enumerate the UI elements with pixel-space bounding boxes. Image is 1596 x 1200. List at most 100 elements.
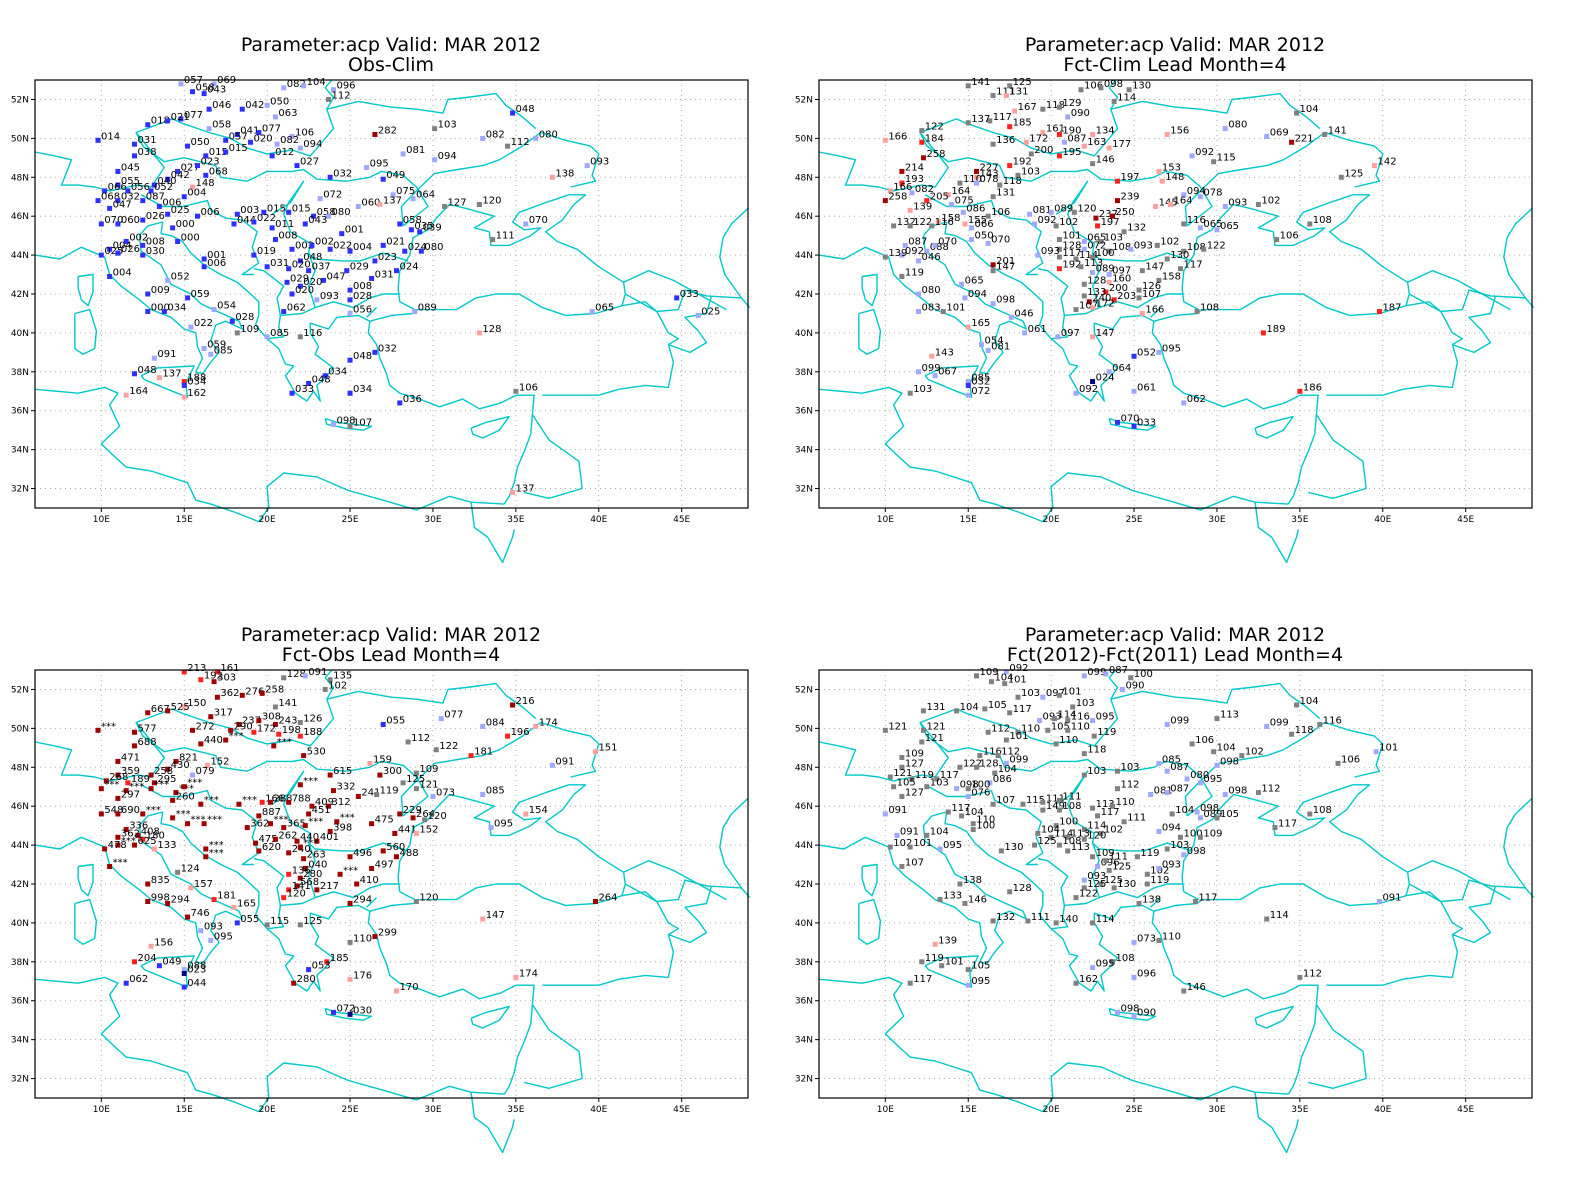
station-marker: [327, 677, 333, 683]
station-value-label: 060: [361, 197, 380, 208]
station-value-label: 146: [968, 894, 987, 905]
station-value-label: 117: [1278, 819, 1297, 830]
station-marker: [1090, 131, 1096, 137]
station-value-label: 106: [1195, 735, 1214, 746]
station-marker: [286, 850, 292, 856]
station-marker: [1106, 867, 1112, 873]
station-marker: [418, 248, 424, 254]
station-marker: [1091, 733, 1097, 739]
latitude-tick-label: 38N: [795, 958, 813, 968]
station-marker: [347, 939, 353, 945]
station-marker: [413, 899, 419, 905]
station-marker: [214, 669, 220, 675]
station-marker: [198, 741, 204, 747]
station-marker: [327, 174, 333, 180]
station-marker: [422, 817, 428, 823]
coastline-path: [397, 793, 542, 901]
station-marker: [151, 355, 157, 361]
station-value-label: 103: [913, 384, 932, 395]
station-value-label: 998: [151, 893, 170, 904]
longitude-tick-label: 20E: [1043, 515, 1060, 525]
station-marker: [1201, 246, 1207, 252]
station-value-label: 312: [331, 797, 350, 808]
station-marker: [480, 916, 486, 922]
latitude-tick-label: 46N: [795, 802, 813, 812]
station-value-label: 102: [1059, 217, 1078, 228]
station-value-label: 125: [1038, 836, 1057, 847]
station-marker: [1126, 87, 1132, 93]
station-value-label: 114: [1096, 914, 1115, 925]
station-value-label: 264: [598, 893, 617, 904]
station-marker: [1056, 807, 1062, 813]
station-value-label: 045: [121, 162, 140, 173]
station-marker: [899, 273, 905, 279]
station-value-label: 094: [1162, 822, 1181, 833]
station-marker: [907, 390, 913, 396]
station-value-label: 043: [308, 215, 327, 226]
station-marker: [891, 784, 897, 790]
coastline-path: [74, 308, 98, 355]
station-marker: [314, 887, 320, 893]
station-value-label: 560: [386, 842, 405, 853]
station-marker: [432, 157, 438, 163]
station-marker: [1156, 865, 1162, 871]
station-marker: [1081, 877, 1087, 883]
station-marker: [347, 357, 353, 363]
coastline-path: [135, 722, 429, 817]
station-marker: [1136, 295, 1142, 301]
station-marker: [181, 379, 187, 385]
station-marker: [314, 297, 320, 303]
station-value-label: 336: [129, 821, 148, 832]
station-value-label: 280: [303, 869, 322, 880]
station-marker: [330, 788, 336, 794]
station-marker: [1274, 237, 1280, 243]
station-value-label: 034: [167, 303, 186, 314]
station-marker: [1164, 721, 1170, 727]
station-marker: [115, 795, 121, 801]
station-value-label: 128: [482, 324, 501, 335]
station-value-label: 159: [373, 754, 392, 765]
station-value-label: 110: [976, 815, 995, 826]
station-value-label: 147: [1145, 262, 1164, 273]
coastline-path: [1108, 1007, 1157, 1021]
station-value-label: 101: [1009, 731, 1028, 742]
station-value-label: 409: [315, 797, 334, 808]
station-value-label: 022: [194, 318, 213, 329]
station-value-label: 110: [1021, 723, 1040, 734]
station-value-label: 109: [419, 764, 438, 775]
station-marker: [523, 221, 529, 227]
station-value-label: 081: [406, 145, 425, 156]
station-value-label: 192: [204, 671, 223, 682]
longitude-tick-label: 35E: [1291, 515, 1308, 525]
station-value-label: 148: [196, 178, 215, 189]
station-marker: [145, 291, 151, 297]
station-marker: [1214, 815, 1220, 821]
station-marker: [915, 369, 921, 375]
coastline-path: [74, 898, 98, 945]
station-value-label: 020: [303, 277, 322, 288]
station-value-label: 132: [996, 912, 1015, 923]
station-value-label: 084: [486, 717, 505, 728]
latitude-tick-label: 44N: [795, 251, 813, 261]
station-marker: [178, 116, 184, 122]
station-value-label: 091: [888, 805, 907, 816]
station-marker: [965, 83, 971, 89]
station-marker: [1297, 974, 1303, 980]
coastline-path: [1184, 721, 1384, 816]
station-value-label: 098: [1104, 79, 1123, 90]
station-marker: [899, 252, 905, 258]
station-value-label: 080: [921, 285, 940, 296]
coastline-path: [1184, 131, 1384, 226]
station-marker: [408, 227, 414, 233]
station-marker: [1294, 702, 1300, 708]
station-marker: [337, 871, 343, 877]
station-value-label: 128: [1062, 240, 1081, 251]
station-value-label: 044: [237, 215, 256, 226]
coastline-path: [77, 863, 94, 897]
station-marker: [281, 825, 287, 831]
station-marker: [1214, 762, 1220, 768]
station-marker: [297, 258, 303, 264]
station-marker: [115, 811, 121, 817]
station-value-label: 398: [333, 822, 352, 833]
station-marker: [965, 120, 971, 126]
